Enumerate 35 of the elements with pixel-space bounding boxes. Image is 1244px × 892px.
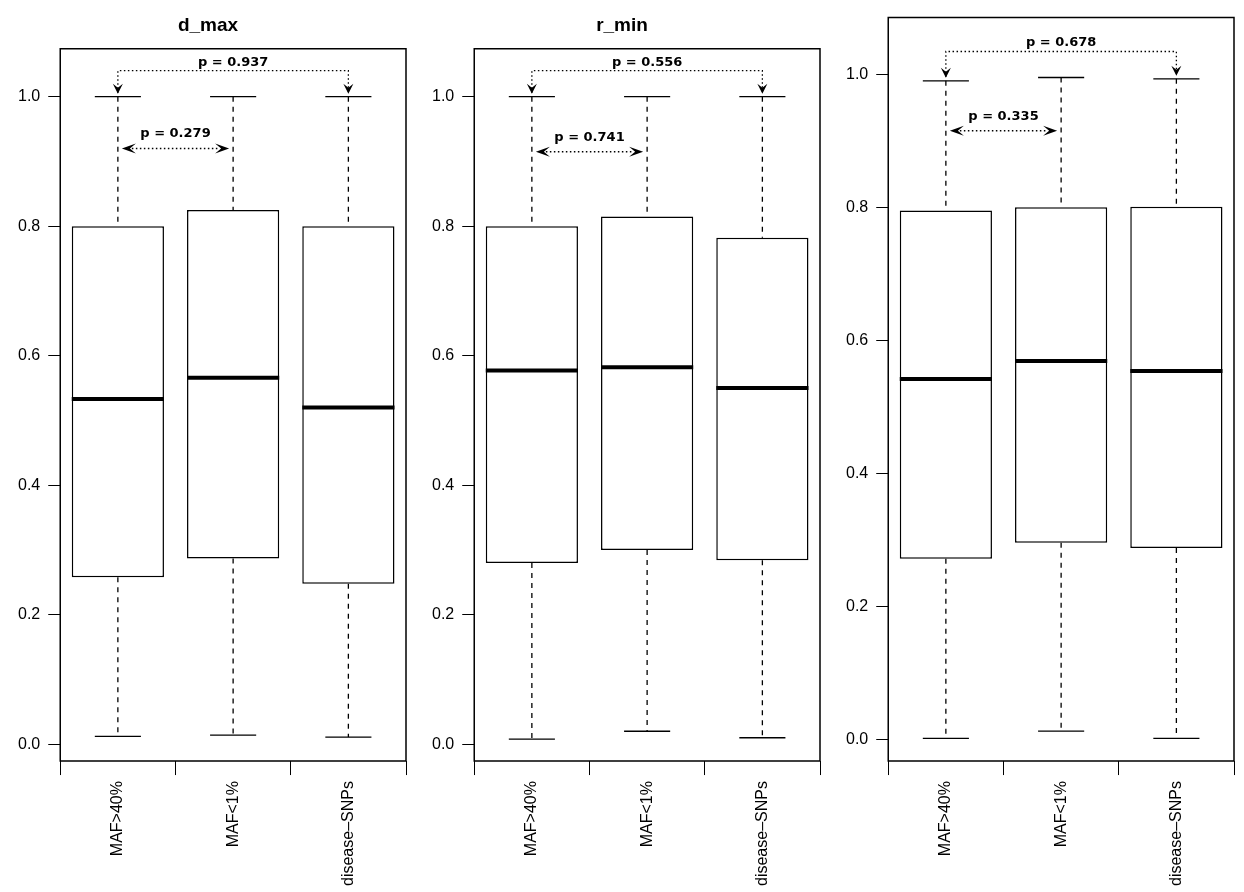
y-tick-label: 1.0 — [845, 64, 869, 82]
y-tick-label: 0.4 — [17, 475, 41, 493]
y-tick-label: 0.4 — [845, 463, 869, 481]
y-tick-label: 0.0 — [845, 730, 869, 748]
y-tick-label: 0.6 — [431, 346, 455, 364]
y-tick-label: 1.0 — [17, 87, 41, 105]
x-tick-label: MAF>40% — [522, 781, 540, 857]
annotation: p = 0.556 — [611, 53, 683, 69]
annotation: p = 0.741 — [554, 128, 625, 144]
y-tick-label: 0.2 — [845, 597, 869, 615]
annotation: p = 0.279 — [140, 125, 211, 141]
annotation: p = 0.678 — [1025, 34, 1097, 50]
x-tick-label: MAF>40% — [936, 781, 954, 857]
x-tick-label: disease–SNPs — [338, 781, 356, 887]
annotation: p = 0.335 — [968, 107, 1039, 123]
chart-title: d_max — [177, 13, 239, 35]
y-tick-label: 0.4 — [431, 475, 455, 493]
x-tick-label: MAF<1% — [1051, 781, 1069, 848]
x-tick-label: disease–SNPs — [752, 781, 770, 887]
y-tick-label: 0.6 — [845, 330, 869, 348]
x-tick-label: MAF<1% — [223, 781, 241, 848]
y-tick-label: 0.8 — [845, 197, 869, 215]
y-tick-label: 0.8 — [431, 216, 455, 234]
annotation: p = 0.937 — [197, 53, 269, 69]
y-tick-label: 0.6 — [17, 346, 41, 364]
chart-title: r_min — [596, 13, 648, 35]
y-tick-label: 0.2 — [431, 605, 455, 623]
y-tick-label: 0.0 — [17, 734, 41, 752]
x-tick-label: disease–SNPs — [1166, 781, 1184, 887]
y-tick-label: 0.8 — [17, 216, 41, 234]
x-tick-label: MAF>40% — [108, 781, 126, 857]
y-tick-label: 0.2 — [17, 605, 41, 623]
y-tick-label: 0.0 — [431, 734, 455, 752]
y-tick-label: 1.0 — [431, 87, 455, 105]
x-tick-label: MAF<1% — [637, 781, 655, 848]
